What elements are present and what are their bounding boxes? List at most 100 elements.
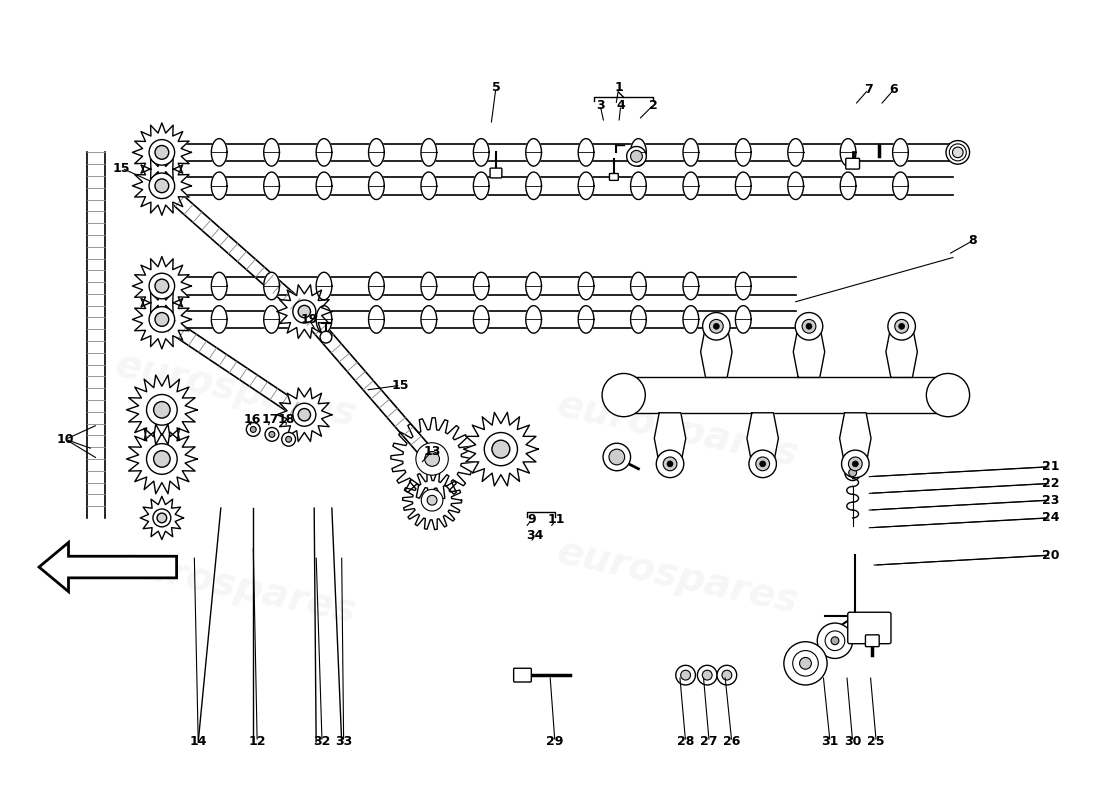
Text: 15: 15	[392, 378, 409, 392]
Text: 21: 21	[1043, 460, 1060, 474]
Text: 9: 9	[527, 514, 536, 526]
Polygon shape	[788, 138, 803, 166]
Circle shape	[154, 450, 170, 467]
Circle shape	[627, 146, 647, 166]
Polygon shape	[211, 172, 227, 199]
Polygon shape	[683, 138, 698, 166]
Polygon shape	[892, 138, 909, 166]
Text: 6: 6	[890, 83, 899, 96]
Circle shape	[756, 457, 770, 470]
Text: 23: 23	[1043, 494, 1059, 506]
Polygon shape	[630, 172, 647, 199]
Polygon shape	[683, 306, 698, 333]
Text: 20: 20	[1043, 549, 1060, 562]
Polygon shape	[316, 172, 332, 199]
Circle shape	[848, 457, 862, 470]
Polygon shape	[839, 413, 871, 464]
Polygon shape	[526, 138, 541, 166]
Polygon shape	[126, 424, 197, 494]
Polygon shape	[403, 471, 462, 530]
Circle shape	[697, 666, 717, 685]
Circle shape	[416, 442, 449, 475]
Polygon shape	[840, 138, 856, 166]
Text: 4: 4	[616, 98, 625, 112]
Polygon shape	[316, 138, 332, 166]
Polygon shape	[132, 123, 191, 182]
Polygon shape	[132, 257, 191, 315]
Polygon shape	[421, 138, 437, 166]
Text: eurospares: eurospares	[111, 346, 360, 434]
Circle shape	[153, 509, 170, 527]
Polygon shape	[630, 272, 647, 300]
FancyBboxPatch shape	[491, 168, 502, 178]
Circle shape	[154, 402, 170, 418]
Circle shape	[949, 144, 966, 161]
Text: 29: 29	[547, 735, 563, 749]
FancyBboxPatch shape	[866, 635, 879, 646]
Circle shape	[717, 666, 737, 685]
Polygon shape	[683, 172, 698, 199]
Text: 31: 31	[822, 735, 838, 749]
Circle shape	[702, 670, 712, 680]
Text: 1: 1	[615, 81, 624, 94]
Polygon shape	[368, 172, 384, 199]
Polygon shape	[368, 138, 384, 166]
Circle shape	[894, 319, 909, 333]
Polygon shape	[39, 542, 177, 592]
Circle shape	[603, 443, 630, 470]
Polygon shape	[736, 172, 751, 199]
Circle shape	[150, 140, 175, 165]
Text: 5: 5	[492, 81, 500, 94]
Circle shape	[246, 422, 260, 436]
Polygon shape	[793, 326, 825, 378]
Circle shape	[630, 150, 642, 162]
Text: 11: 11	[547, 514, 564, 526]
Circle shape	[484, 433, 517, 466]
Circle shape	[817, 623, 852, 658]
Polygon shape	[526, 306, 541, 333]
Polygon shape	[624, 378, 948, 413]
Circle shape	[293, 403, 316, 426]
Circle shape	[602, 374, 646, 417]
Circle shape	[270, 431, 275, 438]
Polygon shape	[87, 152, 104, 518]
Text: 17: 17	[261, 413, 278, 426]
Circle shape	[681, 670, 691, 680]
Polygon shape	[473, 172, 490, 199]
Polygon shape	[736, 272, 751, 300]
Polygon shape	[579, 138, 594, 166]
Circle shape	[784, 642, 827, 685]
Circle shape	[899, 323, 904, 330]
Polygon shape	[132, 290, 191, 349]
Circle shape	[830, 637, 839, 645]
Circle shape	[714, 323, 719, 330]
Circle shape	[657, 450, 684, 478]
Polygon shape	[886, 326, 917, 378]
Polygon shape	[299, 307, 438, 463]
Polygon shape	[579, 272, 594, 300]
Circle shape	[806, 323, 812, 330]
Circle shape	[710, 319, 723, 333]
Text: 12: 12	[249, 735, 266, 749]
Polygon shape	[421, 272, 437, 300]
Polygon shape	[167, 310, 795, 328]
Circle shape	[849, 469, 857, 477]
Text: 25: 25	[868, 735, 886, 749]
Circle shape	[793, 650, 818, 676]
Circle shape	[155, 146, 168, 159]
Polygon shape	[264, 306, 279, 333]
Polygon shape	[277, 285, 332, 338]
Circle shape	[427, 495, 437, 505]
Polygon shape	[132, 156, 191, 215]
Circle shape	[802, 319, 816, 333]
Polygon shape	[463, 412, 538, 486]
Polygon shape	[211, 306, 227, 333]
Circle shape	[293, 300, 316, 323]
Polygon shape	[630, 138, 647, 166]
Polygon shape	[892, 172, 909, 199]
Circle shape	[946, 141, 969, 164]
Text: 22: 22	[1043, 477, 1060, 490]
Polygon shape	[526, 272, 541, 300]
Circle shape	[155, 279, 168, 293]
Polygon shape	[630, 306, 647, 333]
